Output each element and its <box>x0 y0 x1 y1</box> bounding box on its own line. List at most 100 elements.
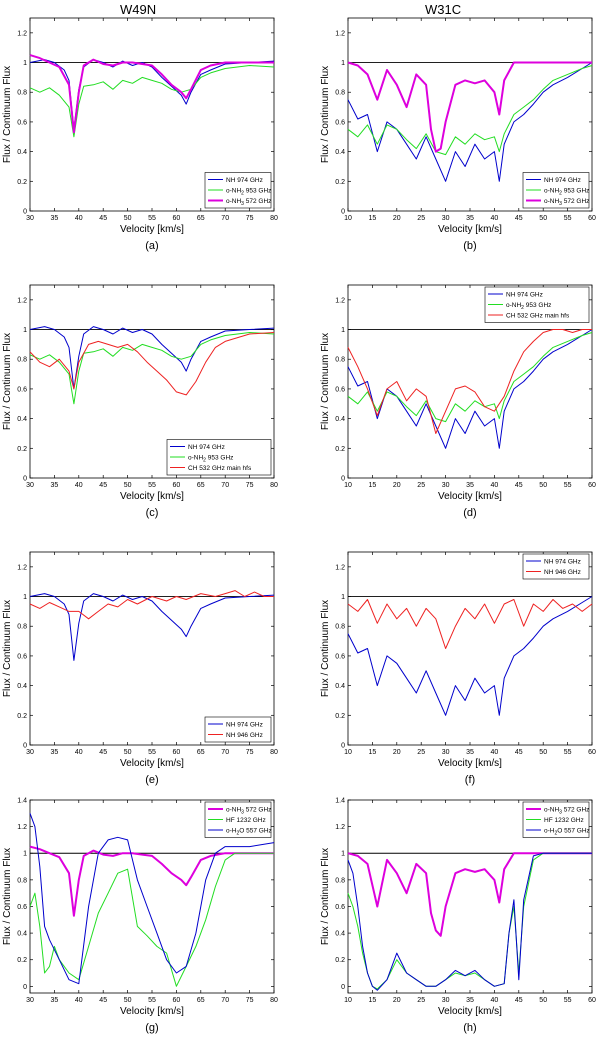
y-tick-label: 0.2 <box>17 957 27 964</box>
y-tick-label: 0.2 <box>335 957 345 964</box>
legend-text: NH 974 GHz <box>544 177 581 184</box>
legend-text: o-H2O 557 GHz <box>226 828 272 837</box>
series-line <box>29 852 274 987</box>
legend-text: o-NH3 572 GHz <box>544 807 589 816</box>
y-tick-label: 0.8 <box>17 90 27 97</box>
series-line <box>347 329 593 449</box>
x-tick-label: 45 <box>515 997 523 1004</box>
y-tick-label: 1 <box>341 60 345 67</box>
legend-text: NH 974 GHz <box>544 559 581 566</box>
legend-text: o-NH3 572 GHz <box>226 198 271 207</box>
plot-frame <box>29 551 275 746</box>
x-tick-label: 75 <box>246 997 254 1004</box>
y-tick-label: 0.8 <box>17 877 27 884</box>
panel-f: 10 15 20 25 30 35 40 45 50 55 60 0 0.2 0.4 0.6 0.8 1 1.2 V… <box>320 551 596 786</box>
legend-text: o-NH3 572 GHz <box>544 198 589 207</box>
legend-text: HF 1232 GHz <box>226 817 266 824</box>
panel-caption: (f) <box>465 774 475 786</box>
series-line <box>29 65 275 138</box>
x-tick-label: 40 <box>75 997 83 1004</box>
y-tick-label: 0 <box>341 743 345 750</box>
panel-c: 30 35 40 45 50 55 60 65 70 75 80 0 0.2 0.4 0.6 0.8 1 1.2 V… <box>2 284 278 519</box>
legend-text: CH 532 GHz main hfs <box>188 465 252 472</box>
x-tick-label: 25 <box>417 997 425 1004</box>
series-line <box>347 599 593 649</box>
panel-caption: (b) <box>463 240 476 252</box>
panel-caption: (d) <box>463 507 476 519</box>
y-tick-label: 0.4 <box>17 931 27 938</box>
y-tick-label: 0.8 <box>335 624 345 631</box>
x-tick-label: 50 <box>124 482 132 489</box>
y-tick-label: 1.2 <box>17 824 27 831</box>
x-tick-label: 60 <box>173 997 181 1004</box>
plot-frame <box>347 551 593 746</box>
legend-text: o-NH2 953 GHz <box>506 302 551 311</box>
y-tick-label: 0.4 <box>335 149 345 156</box>
x-tick-label: 35 <box>51 749 59 756</box>
x-tick-label: 35 <box>466 749 474 756</box>
x-tick-label: 70 <box>221 749 229 756</box>
panel-e: 30 35 40 45 50 55 60 65 70 75 80 0 0.2 0.4 0.6 0.8 1 1.2 V… <box>2 551 278 786</box>
y-tick-label: 0.6 <box>17 653 27 660</box>
legend-text: o-NH2 953 GHz <box>226 188 271 197</box>
x-tick-label: 50 <box>539 997 547 1004</box>
x-tick-label: 55 <box>564 997 572 1004</box>
y-tick-label: 0.6 <box>335 119 345 126</box>
y-tick-label: 0.8 <box>335 877 345 884</box>
x-tick-label: 70 <box>221 482 229 489</box>
x-tick-label: 25 <box>417 215 425 222</box>
x-tick-label: 55 <box>564 215 572 222</box>
panel-h: 10 15 20 25 30 35 40 45 50 55 60 0 0.2 0.4 0.6 0.8 1 1.2 1… <box>320 798 596 1035</box>
x-tick-label: 30 <box>26 482 34 489</box>
legend: NH 974 GHz NH 946 GHz <box>204 716 272 743</box>
x-tick-label: 60 <box>588 215 596 222</box>
y-tick-label: 1.2 <box>335 30 345 37</box>
x-tick-label: 50 <box>539 215 547 222</box>
series-line <box>347 852 592 991</box>
legend-text: NH 974 GHz <box>226 722 263 729</box>
x-tick-label: 15 <box>369 482 377 489</box>
x-tick-label: 20 <box>393 482 401 489</box>
y-tick-label: 0.4 <box>17 683 27 690</box>
y-tick-label: 0.2 <box>17 446 27 453</box>
y-tick-label: 0.4 <box>335 416 345 423</box>
panel-caption: (e) <box>145 774 158 786</box>
x-tick-label: 55 <box>148 482 156 489</box>
x-tick-label: 40 <box>491 215 499 222</box>
y-tick-label: 0.6 <box>335 386 345 393</box>
x-axis-label: Velocity [km/s] <box>438 491 502 502</box>
series-line <box>347 596 593 716</box>
y-tick-label: 0.8 <box>17 624 27 631</box>
x-tick-label: 30 <box>442 997 450 1004</box>
y-tick-label: 0 <box>23 984 27 991</box>
series-line <box>347 329 592 434</box>
series-line <box>29 332 275 396</box>
y-tick-label: 0.4 <box>17 149 27 156</box>
y-tick-label: 0 <box>23 743 27 750</box>
x-axis-label: Velocity [km/s] <box>438 758 502 769</box>
x-tick-label: 30 <box>442 749 450 756</box>
x-tick-label: 50 <box>124 749 132 756</box>
series-line <box>29 332 275 405</box>
y-tick-label: 1.2 <box>335 297 345 304</box>
x-tick-label: 75 <box>246 482 254 489</box>
series-line <box>29 845 274 917</box>
x-tick-label: 65 <box>197 215 205 222</box>
series-line <box>29 326 275 390</box>
x-tick-label: 40 <box>491 997 499 1004</box>
x-tick-label: 30 <box>26 997 34 1004</box>
x-tick-label: 40 <box>491 749 499 756</box>
series-line <box>29 590 274 620</box>
x-tick-label: 80 <box>270 215 278 222</box>
x-tick-label: 55 <box>148 997 156 1004</box>
legend-text: HF 1232 GHz <box>544 817 584 824</box>
x-tick-label: 35 <box>466 215 474 222</box>
series-line <box>347 61 592 153</box>
y-tick-label: 0.8 <box>335 357 345 364</box>
y-tick-label: 0.2 <box>17 713 27 720</box>
x-tick-label: 50 <box>124 997 132 1004</box>
